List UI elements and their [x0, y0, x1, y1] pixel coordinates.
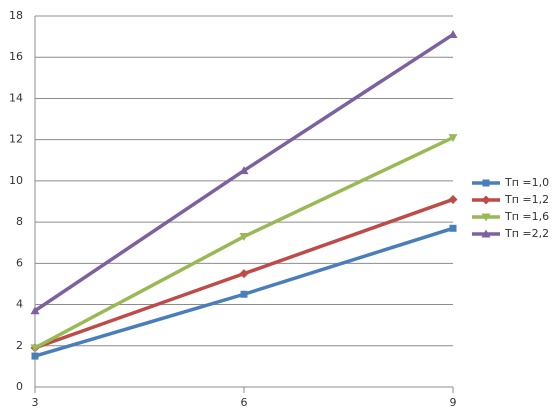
legend-label: Тп =1,2	[504, 193, 549, 206]
marker	[240, 290, 248, 298]
legend-marker	[482, 179, 490, 187]
y-tick-label: 16	[9, 50, 23, 63]
marker	[30, 306, 40, 315]
y-tick-label: 0	[16, 380, 23, 393]
y-tick-label: 14	[9, 91, 23, 104]
y-tick-label: 8	[16, 215, 23, 228]
x-tick-label: 3	[32, 396, 39, 409]
y-tick-label: 12	[9, 133, 23, 146]
x-tick-label: 6	[241, 396, 248, 409]
marker	[239, 269, 249, 279]
marker	[448, 134, 458, 143]
x-tick-label: 9	[450, 396, 457, 409]
y-tick-label: 10	[9, 174, 23, 187]
y-tick-label: 6	[16, 256, 23, 269]
marker	[30, 344, 40, 353]
marker	[449, 224, 457, 232]
marker	[31, 352, 39, 360]
y-tick-label: 18	[9, 9, 23, 22]
legend-marker	[481, 229, 491, 238]
y-tick-label: 4	[16, 298, 23, 311]
legend-label: Тп =1,6	[504, 210, 549, 223]
marker	[239, 166, 249, 175]
marker	[448, 194, 458, 204]
legend-marker	[481, 213, 491, 222]
legend-marker	[481, 195, 491, 205]
legend-label: Тп =2,2	[504, 227, 549, 240]
marker	[239, 233, 249, 242]
marker	[448, 30, 458, 39]
legend-label: Тп =1,0	[504, 176, 549, 189]
y-tick-label: 2	[16, 339, 23, 352]
